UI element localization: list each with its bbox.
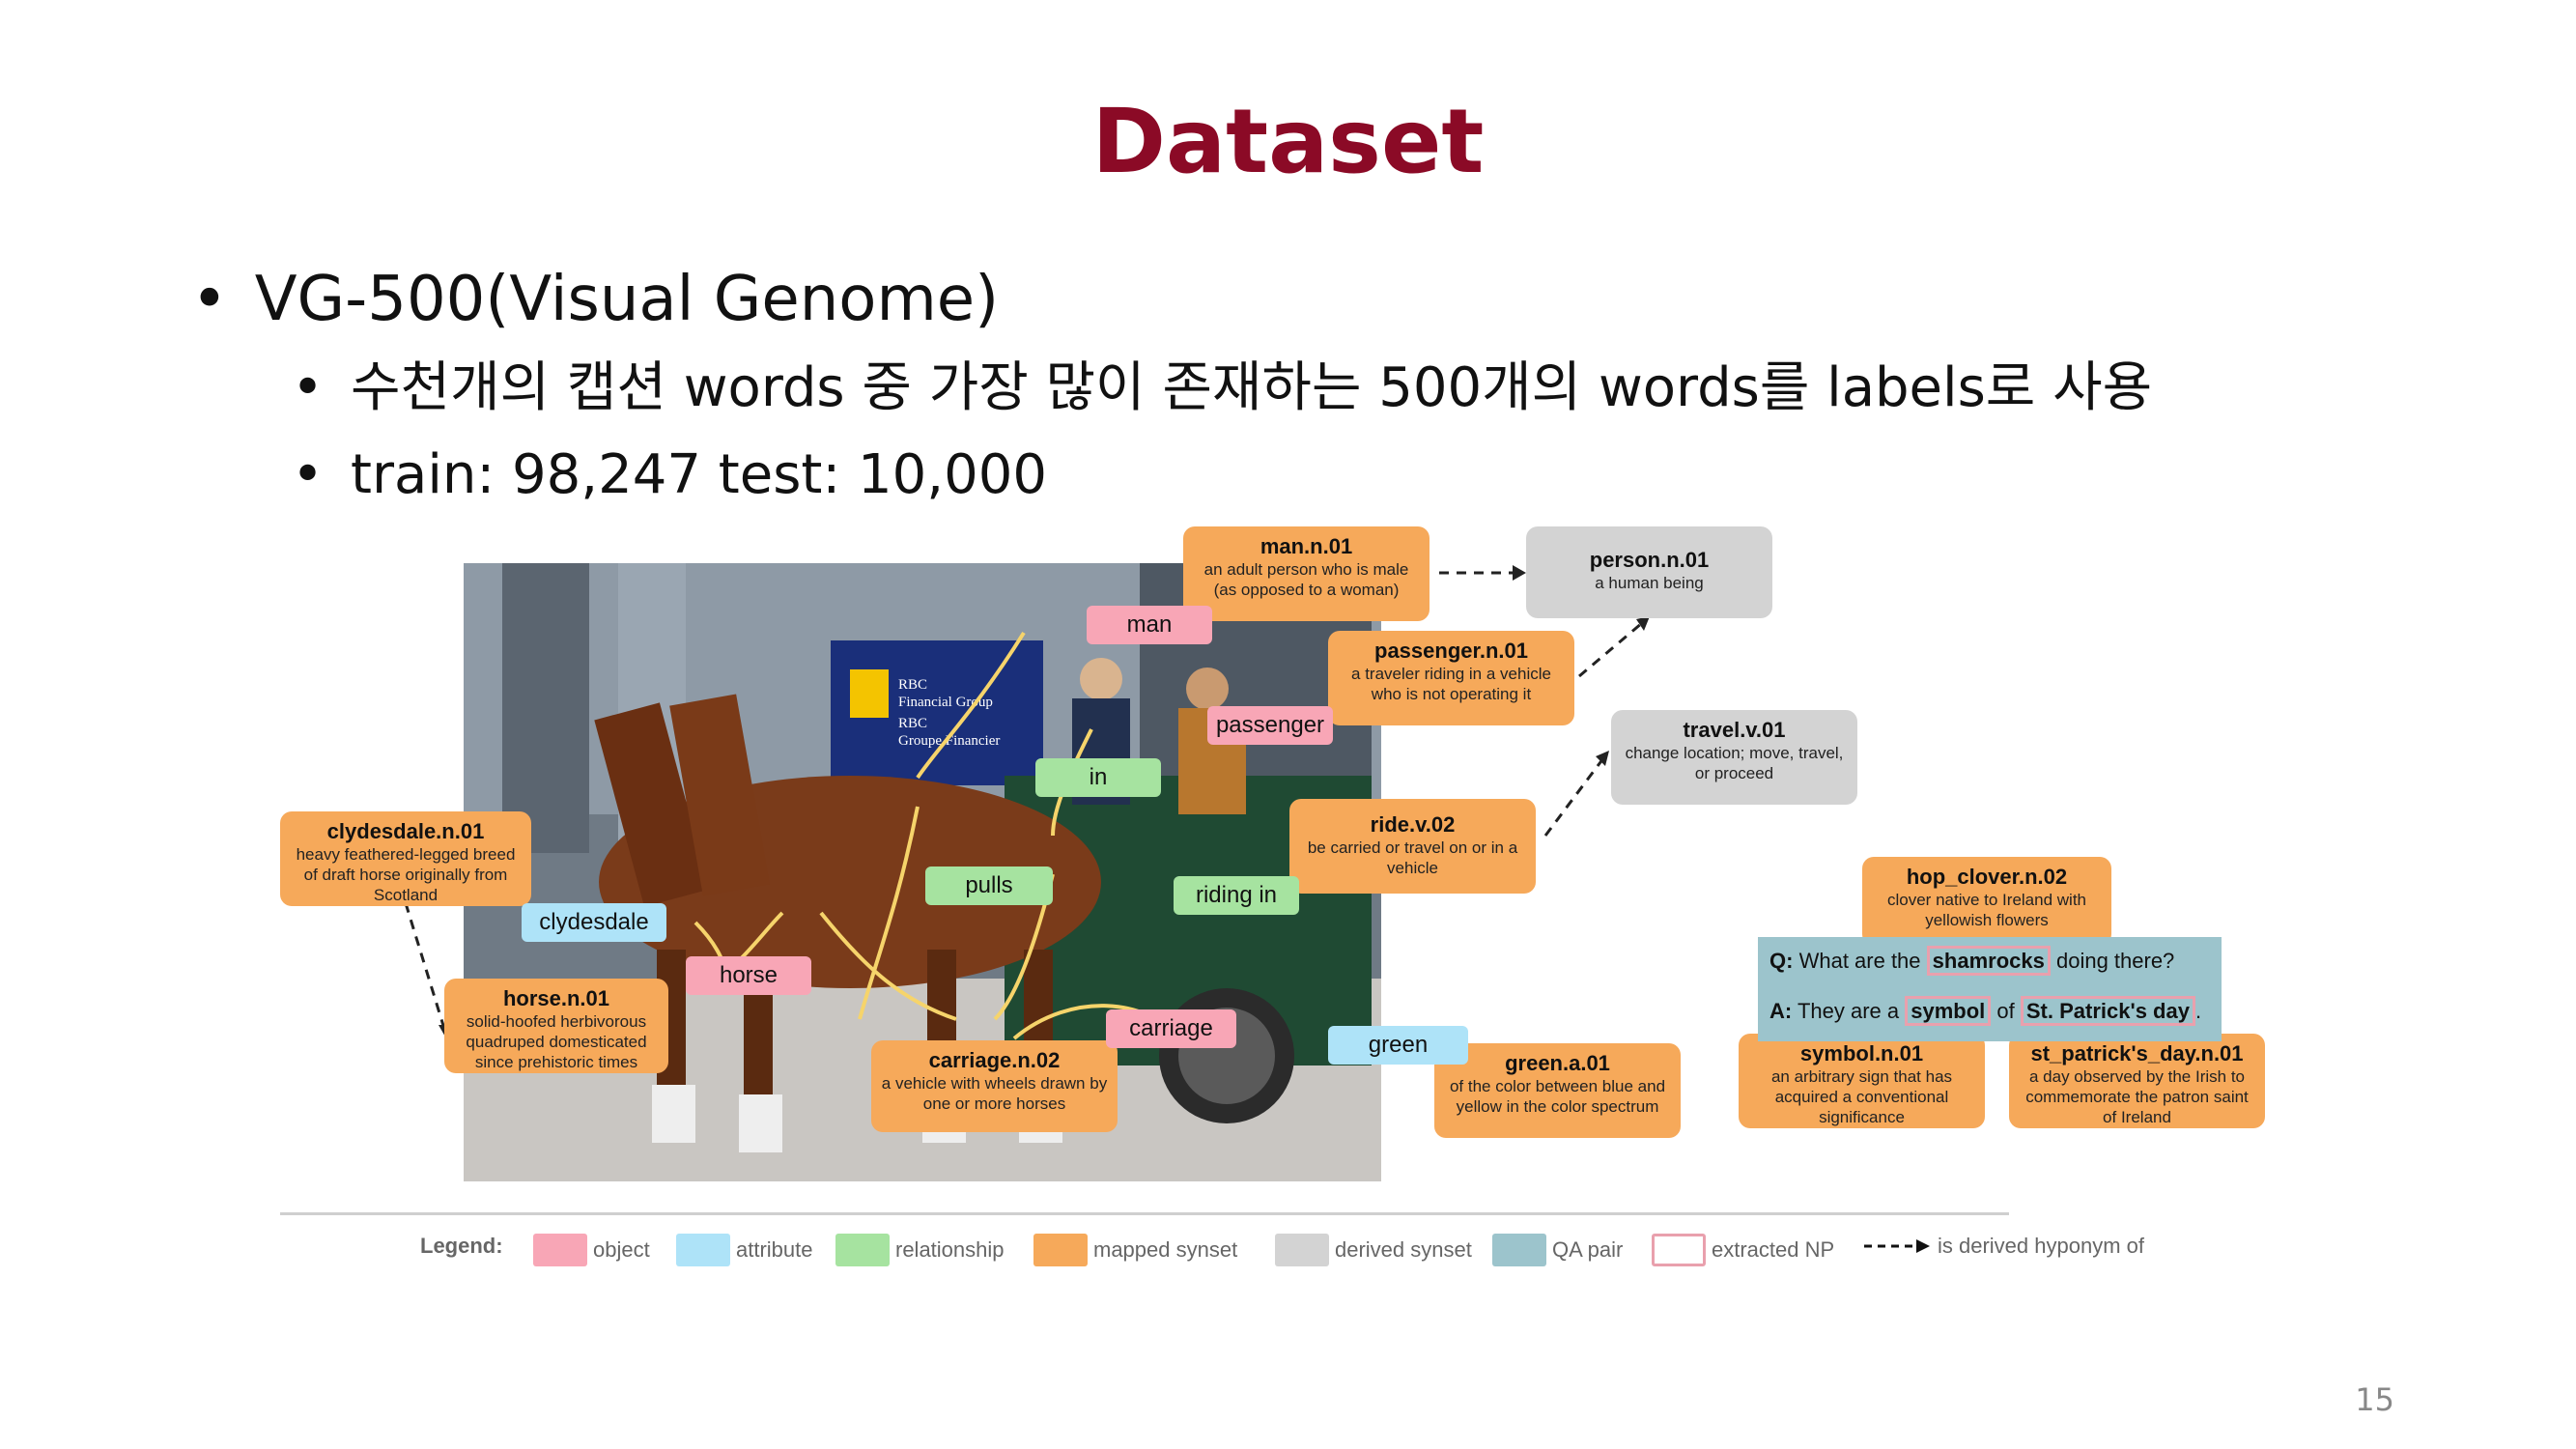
legend-relationship: relationship — [835, 1234, 1005, 1266]
legend-title: Legend: — [420, 1234, 503, 1258]
qa-question: Q: What are the shamrocks doing there? — [1769, 946, 2174, 976]
sign-line2: Financial Group — [898, 695, 993, 710]
synset-hop-clover: hop_clover.n.02 clover native to Ireland … — [1862, 857, 2111, 946]
legend-attribute: attribute — [676, 1234, 813, 1266]
page-number: 15 — [2355, 1381, 2394, 1418]
sign-line4: Groupe Financier — [898, 733, 1000, 749]
relation-riding-in: riding in — [1174, 876, 1299, 915]
synset-travel: travel.v.01 change location; move, travel… — [1611, 710, 1857, 805]
object-man: man — [1087, 606, 1212, 644]
synset-green: green.a.01 of the color between blue and … — [1434, 1043, 1681, 1138]
slide-title: Dataset — [1091, 90, 1485, 193]
sign-line3: RBC — [898, 716, 927, 731]
synset-clydesdale: clydesdale.n.01 heavy feathered-legged br… — [280, 811, 531, 906]
legend-mapped-synset: mapped synset — [1033, 1234, 1237, 1266]
synset-person: person.n.01 a human being — [1526, 526, 1772, 618]
legend-qa-pair: QA pair — [1492, 1234, 1623, 1266]
np-symbol: symbol — [1905, 996, 1992, 1026]
bullet-split: • train: 98,247 test: 10,000 — [292, 443, 1047, 506]
synset-horse: horse.n.01 solid-hoofed herbivorous quadr… — [444, 979, 668, 1073]
bullet-dataset: • VG-500(Visual Genome) — [191, 264, 1000, 335]
object-horse: horse — [686, 956, 811, 995]
qa-answer: A: They are a symbol of St. Patrick's da… — [1769, 996, 2201, 1026]
np-st-patricks-day: St. Patrick's day — [2020, 996, 2195, 1026]
synset-st-patricks-day: st_patrick's_day.n.01 a day observed by t… — [2009, 1034, 2265, 1128]
synset-passenger: passenger.n.01 a traveler riding in a veh… — [1328, 631, 1574, 725]
visual-genome-figure: RBC Financial Group RBC Groupe Financier — [280, 517, 2289, 1280]
attribute-green: green — [1328, 1026, 1468, 1065]
legend-divider — [280, 1212, 2009, 1215]
object-passenger: passenger — [1207, 706, 1333, 745]
attribute-clydesdale: clydesdale — [522, 903, 666, 942]
np-shamrocks: shamrocks — [1926, 946, 2051, 976]
synset-ride: ride.v.02 be carried or travel on or in a… — [1289, 799, 1536, 894]
synset-carriage: carriage.n.02 a vehicle with wheels drawn… — [871, 1040, 1118, 1132]
bullet-labels: • 수천개의 캡션 words 중 가장 많이 존재하는 500개의 words를… — [292, 356, 2153, 419]
relation-in: in — [1035, 758, 1161, 797]
synset-man: man.n.01 an adult person who is male (as … — [1183, 526, 1430, 621]
qa-pair: Q: What are the shamrocks doing there? A… — [1758, 937, 2222, 1041]
sign-line1: RBC — [898, 677, 927, 693]
legend-hyponym: is derived hyponym of — [1864, 1234, 2144, 1259]
relation-pulls: pulls — [925, 867, 1053, 905]
legend: Legend: object attribute relationship ma… — [280, 1212, 2212, 1270]
legend-object: object — [533, 1234, 650, 1266]
legend-derived-synset: derived synset — [1275, 1234, 1472, 1266]
object-carriage: carriage — [1106, 1009, 1236, 1048]
dashed-arrow-icon — [1864, 1239, 1930, 1253]
legend-extracted-np: extracted NP — [1652, 1234, 1834, 1266]
synset-symbol: symbol.n.01 an arbitrary sign that has ac… — [1739, 1034, 1985, 1128]
